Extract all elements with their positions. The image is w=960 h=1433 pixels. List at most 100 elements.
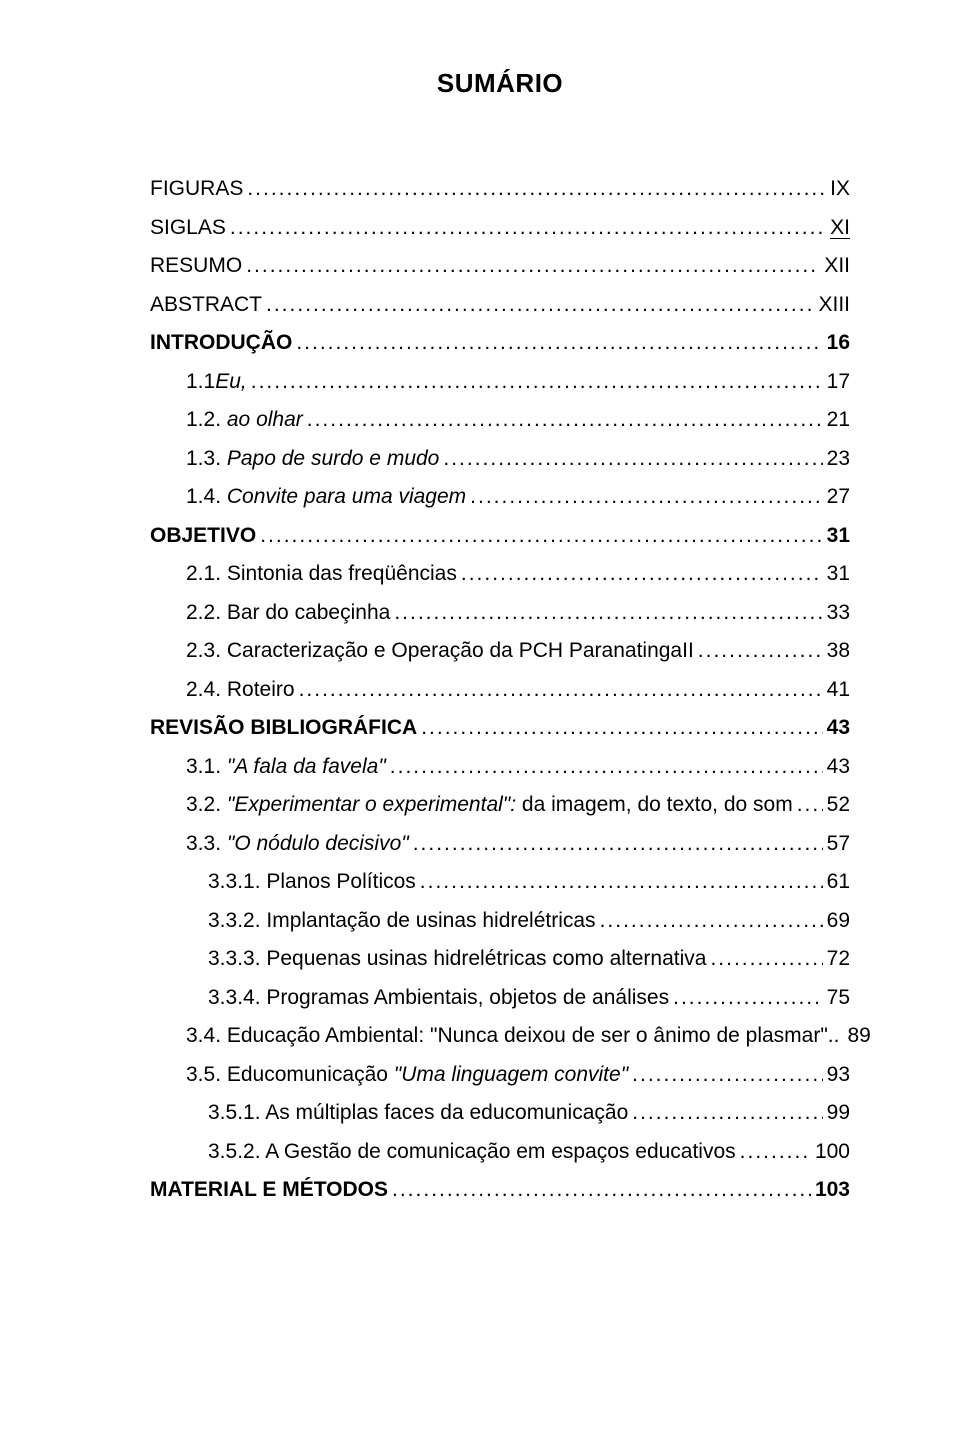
toc-entry: 3.3.3. Pequenas usinas hidrelétricas com… — [150, 947, 850, 971]
toc-entry-label: INTRODUÇÃO — [150, 331, 292, 355]
toc-entry: 3.3.4. Programas Ambientais, objetos de … — [150, 986, 850, 1010]
toc-entry-page: 43 — [827, 755, 850, 779]
toc-entry: 3.5.2. A Gestão de comunicação em espaço… — [150, 1140, 850, 1164]
toc-entry: 2.2. Bar do cabeçinha 33 — [150, 601, 850, 625]
toc-entry-page: XII — [824, 254, 850, 278]
toc-entry-label: 3.3.4. Programas Ambientais, objetos de … — [208, 986, 669, 1010]
toc-entry: 1.4. Convite para uma viagem 27 — [150, 485, 850, 509]
toc-entry: 3.2. "Experimentar o experimental": da i… — [150, 793, 850, 817]
toc-entry-label: SIGLAS — [150, 216, 226, 240]
toc-entry-page: 41 — [827, 678, 850, 702]
toc-entry-page: 17 — [827, 370, 850, 394]
toc-entry-label: 3.3. "O nódulo decisivo" — [186, 832, 409, 856]
toc-entry-page: 52 — [827, 793, 850, 817]
toc-entry-label: 3.1. "A fala da favela" — [186, 755, 386, 779]
toc-leader-dots — [673, 986, 823, 1010]
toc-entry-label: ABSTRACT — [150, 293, 262, 317]
toc-leader-dots — [470, 485, 822, 509]
toc-entry-label: 1.4. Convite para uma viagem — [186, 485, 466, 509]
toc-entry: 3.5.1. As múltiplas faces da educomunica… — [150, 1101, 850, 1125]
toc-leader-dots — [266, 293, 814, 317]
toc-leader-dots — [461, 562, 823, 586]
toc-entry: 3.1. "A fala da favela" 43 — [150, 755, 850, 779]
toc-leader-dots — [394, 601, 822, 625]
toc-entry-page: XI — [830, 216, 850, 240]
toc-entry-label: 3.3.2. Implantação de usinas hidrelétric… — [208, 909, 596, 933]
toc-entry-label: 1.3. Papo de surdo e mudo — [186, 447, 439, 471]
toc-entry: 3.4. Educação Ambiental: "Nunca deixou d… — [150, 1024, 850, 1048]
toc-leader-dots — [299, 678, 823, 702]
toc-leader-dots — [413, 832, 823, 856]
toc-entry-label: 3.5. Educomunicação "Uma linguagem convi… — [186, 1063, 628, 1087]
toc-entry-page: 31 — [827, 524, 850, 548]
toc-leader-dots — [698, 639, 823, 663]
toc-entry-label: OBJETIVO — [150, 524, 256, 548]
toc-entry-page: 31 — [827, 562, 850, 586]
toc-entry-label: 2.4. Roteiro — [186, 678, 295, 702]
toc-entry-page: 99 — [827, 1101, 850, 1125]
toc-leader-dots — [251, 370, 823, 394]
toc-entry: 3.5. Educomunicação "Uma linguagem convi… — [150, 1063, 850, 1087]
toc-entry: 2.4. Roteiro 41 — [150, 678, 850, 702]
toc-entry-label: 1.2. ao olhar — [186, 408, 303, 432]
toc-leader-dots — [392, 1178, 811, 1202]
toc-leader-dots — [296, 331, 822, 355]
toc-leader-dots — [260, 524, 822, 548]
toc-entry-page: 57 — [827, 832, 850, 856]
toc-entry-label: REVISÃO BIBLIOGRÁFICA — [150, 716, 417, 740]
toc-entry: ABSTRACT XIII — [150, 293, 850, 317]
toc-entry-page: 100 — [815, 1140, 850, 1164]
toc-entry-label: RESUMO — [150, 254, 242, 278]
toc-leader-dots — [632, 1063, 822, 1087]
toc-entry: 3.3.2. Implantação de usinas hidrelétric… — [150, 909, 850, 933]
toc-leader-dots — [246, 254, 820, 278]
toc-entry: MATERIAL E MÉTODOS 103 — [150, 1178, 850, 1202]
toc-leader-dots — [230, 216, 826, 240]
toc-entry-page: 103 — [815, 1178, 850, 1202]
toc-leader-dots — [307, 408, 823, 432]
toc-leader-dots — [247, 177, 826, 201]
toc-entry-page: 38 — [827, 639, 850, 663]
toc-entry: FIGURAS IX — [150, 177, 850, 201]
toc-leader-dots — [443, 447, 822, 471]
toc-entry-page: 75 — [827, 986, 850, 1010]
toc-leader-dots — [390, 755, 823, 779]
toc-body: FIGURAS IX SIGLAS XI RESUMO XII ABSTRACT XIII… — [150, 177, 850, 1202]
toc-entry: 2.3. Caracterização e Operação da PCH Pa… — [150, 639, 850, 663]
toc-leader-dots — [797, 793, 823, 817]
toc-entry-label: 3.2. "Experimentar o experimental": da i… — [186, 793, 793, 817]
toc-entry-label: 2.2. Bar do cabeçinha — [186, 601, 390, 625]
toc-entry-page: 27 — [827, 485, 850, 509]
toc-entry: 1.1Eu, 17 — [150, 370, 850, 394]
toc-entry-label: 1.1Eu, — [186, 370, 247, 394]
toc-entry-page: 16 — [827, 331, 850, 355]
toc-entry-page: 93 — [827, 1063, 850, 1087]
toc-entry-page: XIII — [818, 293, 850, 317]
toc-entry-page: IX — [830, 177, 850, 201]
toc-entry-page: 43 — [827, 716, 850, 740]
toc-entry: OBJETIVO 31 — [150, 524, 850, 548]
toc-entry-label: FIGURAS — [150, 177, 243, 201]
toc-entry: REVISÃO BIBLIOGRÁFICA 43 — [150, 716, 850, 740]
toc-entry-label: 3.4. Educação Ambiental: "Nunca deixou d… — [186, 1024, 839, 1048]
toc-entry-page: 72 — [827, 947, 850, 971]
toc-page: SUMÁRIO FIGURAS IXSIGLAS XIRESUMOXIIABST… — [0, 0, 960, 1433]
toc-entry-page: 69 — [827, 909, 850, 933]
toc-entry: SIGLAS XI — [150, 216, 850, 240]
toc-leader-dots — [710, 947, 822, 971]
toc-leader-dots — [632, 1101, 822, 1125]
toc-entry: RESUMO XII — [150, 254, 850, 278]
toc-entry: 3.3.1. Planos Políticos 61 — [150, 870, 850, 894]
toc-leader-dots — [421, 716, 822, 740]
toc-entry: 1.2. ao olhar 21 — [150, 408, 850, 432]
toc-entry-page: 23 — [827, 447, 850, 471]
toc-entry: 1.3. Papo de surdo e mudo 23 — [150, 447, 850, 471]
toc-entry-label: 3.5.2. A Gestão de comunicação em espaço… — [208, 1140, 736, 1164]
toc-entry-label: 3.3.1. Planos Políticos — [208, 870, 416, 894]
toc-leader-dots — [420, 870, 823, 894]
toc-leader-dots — [740, 1140, 811, 1164]
toc-entry-page: 89 — [847, 1024, 870, 1048]
toc-entry-page: 61 — [827, 870, 850, 894]
toc-entry-page: 21 — [827, 408, 850, 432]
toc-entry: 2.1. Sintonia das freqüências 31 — [150, 562, 850, 586]
